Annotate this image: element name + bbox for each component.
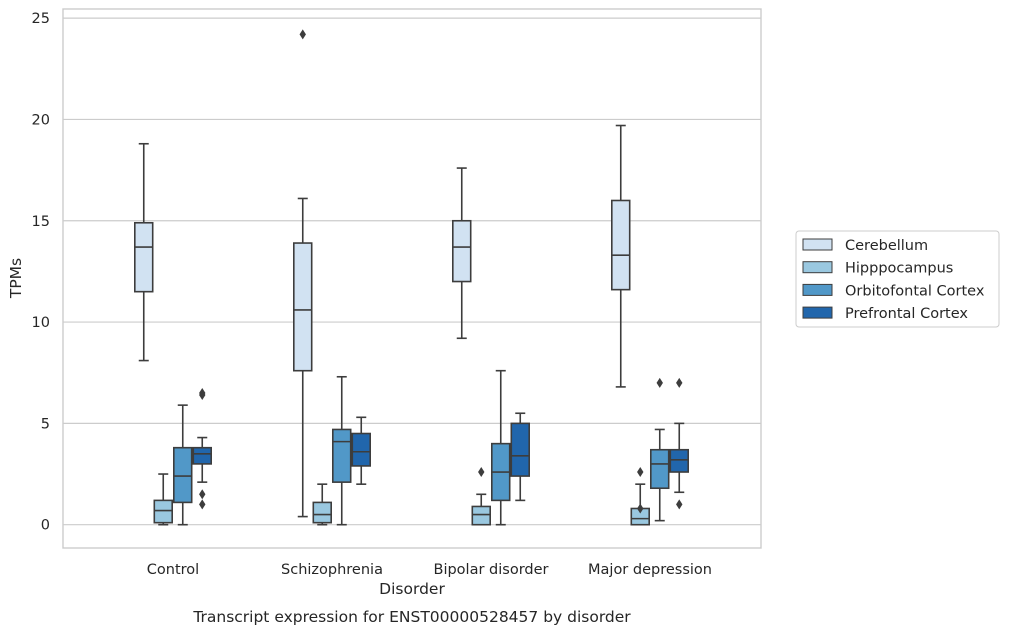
- box-iqr: [331, 428, 352, 483]
- box-iqr: [451, 219, 472, 283]
- legend-label: Orbitofontal Cortex: [845, 283, 985, 299]
- box-0-2: [451, 167, 472, 340]
- legend-swatch: [802, 306, 833, 319]
- box-1-2: [471, 467, 491, 526]
- legend-swatch: [802, 238, 833, 251]
- x-tick-labels: Control Schizophrenia Bipolar disorder Majo…: [147, 562, 712, 578]
- box-0-0: [134, 142, 154, 362]
- y-tick-labels: 0 5 10 15 20 25: [32, 11, 50, 534]
- legend-frame: [795, 230, 1000, 328]
- box-iqr: [510, 422, 530, 477]
- box-iqr: [173, 446, 193, 504]
- box-3-2: [510, 412, 530, 502]
- boxplots: [134, 29, 689, 526]
- box-iqr: [153, 499, 174, 524]
- box-iqr: [351, 432, 371, 467]
- box-3-3: [669, 377, 689, 510]
- outlier-point: [478, 467, 485, 478]
- legend-swatch: [802, 283, 833, 296]
- box-0-3: [610, 124, 631, 388]
- outlier-point: [676, 499, 683, 510]
- box-0-1: [292, 29, 313, 518]
- legend: Cerebellum Hipppocampus Orbitofontal Corte…: [795, 230, 1000, 328]
- box-1-3: [630, 467, 650, 526]
- box-iqr: [610, 199, 631, 291]
- box-3-0: [192, 387, 213, 510]
- y-tick-label: 5: [41, 416, 50, 432]
- box-iqr: [134, 221, 154, 293]
- chart-caption: Transcript expression for ENST0000052845…: [192, 608, 631, 626]
- x-tick-label: Major depression: [588, 562, 712, 578]
- y-tick-label: 0: [41, 518, 50, 534]
- y-tick-label: 15: [32, 214, 50, 230]
- legend-swatch: [802, 261, 833, 274]
- x-axis-label: Disorder: [379, 580, 445, 598]
- legend-label: Hipppocampus: [845, 261, 953, 277]
- x-tick-label: Control: [147, 562, 199, 578]
- y-axis-label: TPMs: [7, 258, 25, 299]
- outlier-point: [656, 377, 663, 388]
- legend-label: Prefrontal Cortex: [845, 306, 968, 322]
- box-3-1: [351, 416, 371, 485]
- outlier-point: [676, 377, 683, 388]
- box-2-0: [173, 404, 193, 526]
- box-1-0: [153, 473, 174, 526]
- legend-label: Cerebellum: [845, 238, 928, 254]
- box-iqr: [669, 448, 689, 473]
- box-iqr: [292, 242, 313, 372]
- x-tick-label: Schizophrenia: [281, 562, 383, 578]
- outlier-point: [637, 503, 644, 514]
- box-1-1: [312, 483, 332, 526]
- box-iqr: [192, 446, 213, 465]
- x-tick-label: Bipolar disorder: [434, 562, 549, 578]
- outlier-point: [199, 489, 206, 500]
- y-tick-label: 10: [32, 315, 50, 331]
- box-iqr: [471, 505, 491, 526]
- box-2-3: [649, 377, 670, 522]
- outlier-point: [199, 387, 206, 398]
- plot-frame: [62, 8, 762, 549]
- y-tick-label: 25: [32, 11, 50, 27]
- box-2-2: [490, 369, 511, 526]
- outlier-point: [637, 467, 644, 478]
- outlier-point: [299, 29, 306, 40]
- y-tick-label: 20: [32, 112, 50, 128]
- box-2-1: [331, 375, 352, 526]
- box-iqr: [649, 448, 670, 490]
- outlier-point: [199, 499, 206, 510]
- box-iqr: [312, 501, 332, 524]
